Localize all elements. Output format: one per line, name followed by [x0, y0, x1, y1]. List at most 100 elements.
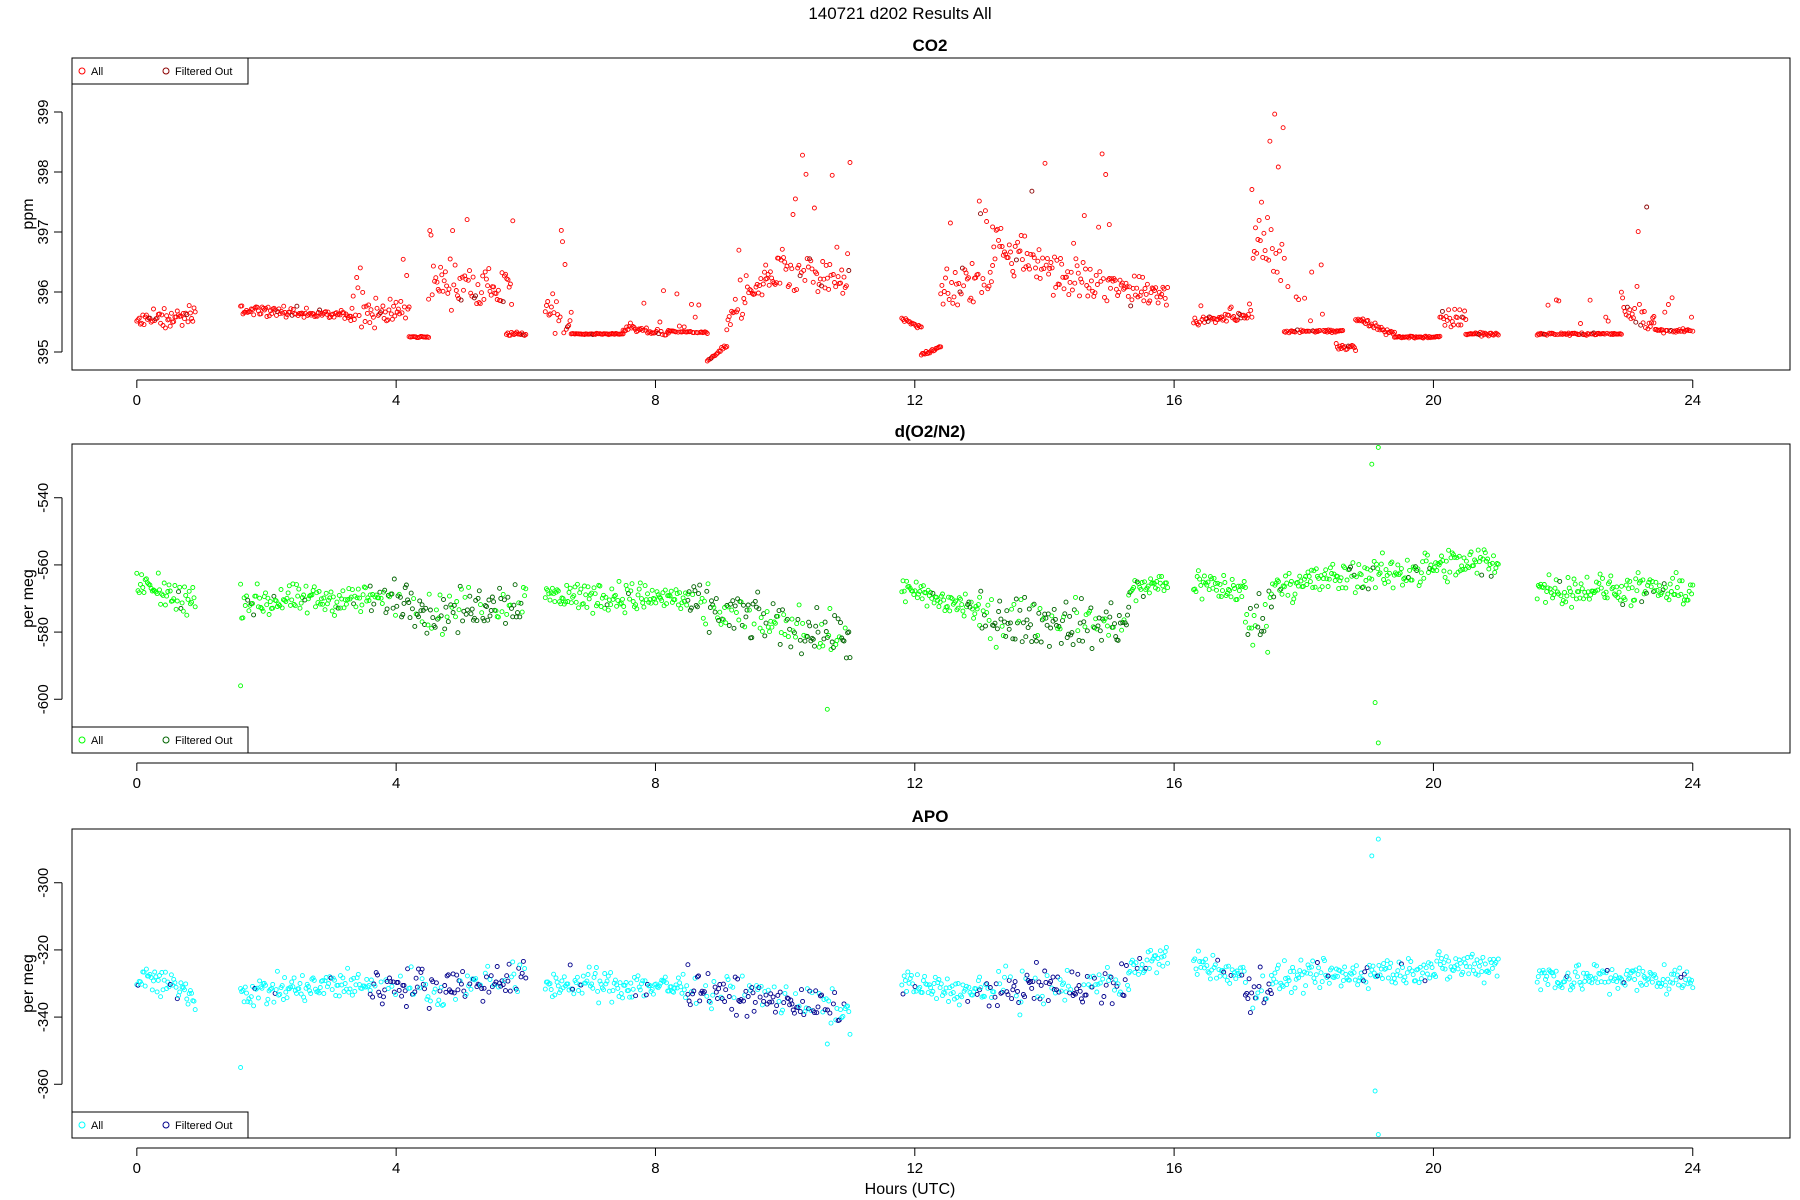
data-point [684, 983, 690, 989]
data-point [1339, 969, 1345, 975]
data-point [1652, 588, 1658, 594]
data-point [1125, 293, 1131, 299]
data-point [1222, 580, 1228, 585]
data-point [451, 282, 457, 288]
data-point [297, 981, 303, 986]
data-point [365, 595, 371, 601]
data-point [693, 602, 699, 608]
data-point [824, 1041, 830, 1047]
data-point [1104, 298, 1110, 304]
data-point [1689, 314, 1694, 320]
data-point [640, 327, 646, 333]
data-point [1316, 575, 1322, 581]
data-point [996, 237, 1001, 243]
data-point [801, 1012, 807, 1018]
data-point [1322, 571, 1327, 577]
data-point [820, 259, 826, 264]
data-point [552, 330, 558, 336]
data-point [1022, 994, 1028, 1000]
data-point [309, 976, 315, 982]
data-point [998, 616, 1004, 622]
data-point [304, 610, 310, 616]
data-point [917, 984, 923, 990]
data-point [739, 973, 745, 979]
data-point [999, 244, 1005, 249]
data-point [752, 598, 758, 604]
legend-label: All [91, 735, 103, 747]
data-point [986, 283, 992, 289]
data-point [1635, 570, 1641, 576]
data-point [171, 319, 177, 325]
data-point [1058, 256, 1063, 261]
data-point [1075, 628, 1081, 634]
data-point [1268, 991, 1274, 997]
data-point [1269, 246, 1275, 252]
data-point [1337, 968, 1343, 974]
data-point [675, 975, 681, 981]
data-point [1666, 597, 1672, 603]
data-point [746, 607, 752, 613]
data-point [1193, 589, 1199, 595]
data-point [697, 582, 703, 588]
data-point [1285, 592, 1291, 598]
data-point [568, 309, 574, 315]
data-point [1070, 642, 1076, 648]
data-point [561, 974, 567, 980]
data-point [1316, 965, 1322, 971]
data-point [1567, 987, 1573, 993]
data-point [1203, 956, 1209, 962]
data-point [796, 262, 802, 268]
data-point [1261, 628, 1267, 634]
data-point [396, 591, 402, 597]
data-point [424, 630, 430, 636]
data-point [981, 994, 987, 999]
data-point [1404, 557, 1410, 563]
data-point [1672, 967, 1678, 973]
data-point [610, 596, 616, 602]
data-point [1487, 562, 1493, 567]
data-point [1018, 597, 1024, 603]
data-point [936, 977, 942, 982]
data-point [1361, 584, 1366, 590]
data-point [485, 617, 491, 623]
data-point [1534, 979, 1540, 985]
data-point [143, 312, 149, 318]
data-point [278, 587, 284, 592]
data-point [1690, 582, 1696, 588]
data-point [180, 608, 186, 614]
data-point [584, 604, 590, 610]
data-point [1638, 578, 1643, 584]
data-point [1210, 952, 1216, 958]
data-point [1124, 284, 1130, 290]
data-point [1003, 633, 1009, 639]
data-point [654, 326, 660, 332]
data-point [648, 600, 654, 606]
data-point [1220, 588, 1225, 594]
data-point [706, 629, 712, 635]
data-point [1126, 987, 1132, 993]
data-point [1112, 621, 1117, 627]
data-point [730, 598, 736, 604]
data-point [679, 990, 685, 996]
data-point [765, 271, 771, 277]
data-point [1300, 990, 1306, 996]
data-point [1147, 298, 1153, 304]
data-point [908, 972, 914, 978]
data-point [176, 589, 181, 595]
data-point [155, 570, 161, 576]
data-point [941, 989, 947, 995]
data-point [553, 299, 559, 305]
data-point [295, 593, 301, 599]
data-point [315, 600, 321, 606]
data-point [1594, 579, 1599, 585]
data-point [1067, 613, 1073, 619]
data-point [971, 615, 977, 621]
data-point [1236, 310, 1241, 316]
data-point [732, 603, 738, 609]
data-point [1617, 597, 1623, 603]
data-point [454, 599, 460, 604]
data-point [1259, 199, 1264, 205]
data-point [1205, 969, 1211, 975]
